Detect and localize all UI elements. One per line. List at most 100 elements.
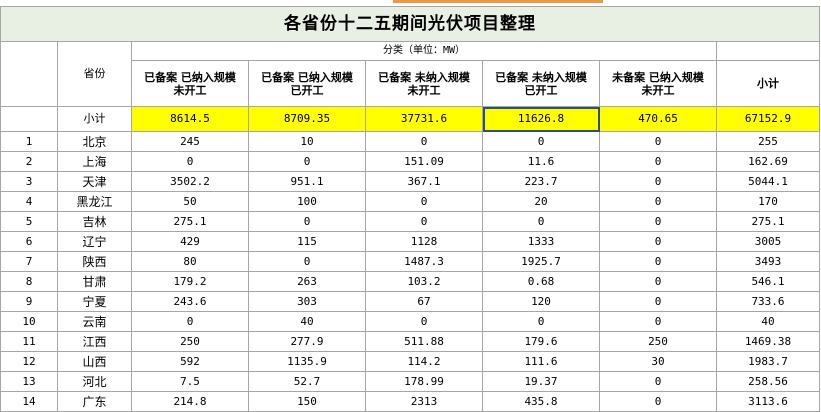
row-value[interactable]: 10 <box>248 131 366 152</box>
header-total[interactable]: 小计 <box>716 60 820 107</box>
header-category-1[interactable]: 已备案 已纳入规模 未开工 <box>131 60 249 107</box>
row-value[interactable]: 0 <box>599 151 717 172</box>
row-province[interactable]: 山西 <box>57 351 132 372</box>
row-value[interactable]: 103.2 <box>365 271 483 292</box>
selected-cell[interactable]: 11626.8 <box>482 106 600 132</box>
row-value[interactable]: 0 <box>131 311 249 332</box>
row-index[interactable]: 4 <box>0 191 58 212</box>
row-value[interactable]: 250 <box>131 331 249 352</box>
subtotal-value[interactable]: 8709.35 <box>248 106 366 132</box>
row-value[interactable]: 7.5 <box>131 371 249 392</box>
row-province[interactable]: 北京 <box>57 131 132 152</box>
row-province[interactable]: 云南 <box>57 311 132 332</box>
row-index[interactable]: 1 <box>0 131 58 152</box>
row-value[interactable]: 0 <box>248 211 366 232</box>
row-province[interactable]: 广东 <box>57 391 132 412</box>
row-total[interactable]: 3113.6 <box>716 391 820 412</box>
row-value[interactable]: 951.1 <box>248 171 366 192</box>
row-index[interactable]: 9 <box>0 291 58 312</box>
subtotal-value[interactable]: 8614.5 <box>131 106 249 132</box>
row-value[interactable]: 429 <box>131 231 249 252</box>
header-index-cell[interactable] <box>0 41 58 107</box>
row-value[interactable]: 3502.2 <box>131 171 249 192</box>
row-value[interactable]: 30 <box>599 351 717 372</box>
row-value[interactable]: 178.99 <box>365 371 483 392</box>
row-province[interactable]: 河北 <box>57 371 132 392</box>
row-value[interactable]: 179.6 <box>482 331 600 352</box>
row-value[interactable]: 0 <box>482 131 600 152</box>
header-province[interactable]: 省份 <box>57 41 132 107</box>
row-value[interactable]: 2313 <box>365 391 483 412</box>
row-value[interactable]: 0 <box>599 171 717 192</box>
row-total[interactable]: 162.69 <box>716 151 820 172</box>
row-value[interactable]: 0 <box>365 211 483 232</box>
row-index[interactable]: 6 <box>0 231 58 252</box>
row-value[interactable]: 0 <box>599 131 717 152</box>
header-category-group[interactable]: 分类（单位：MW） <box>131 41 717 61</box>
row-index[interactable]: 8 <box>0 271 58 292</box>
row-value[interactable]: 111.6 <box>482 351 600 372</box>
row-total[interactable]: 170 <box>716 191 820 212</box>
row-total[interactable]: 1469.38 <box>716 331 820 352</box>
row-value[interactable]: 245 <box>131 131 249 152</box>
row-total[interactable]: 733.6 <box>716 291 820 312</box>
row-total[interactable]: 546.1 <box>716 271 820 292</box>
row-province[interactable]: 上海 <box>57 151 132 172</box>
row-province[interactable]: 天津 <box>57 171 132 192</box>
row-province[interactable]: 江西 <box>57 331 132 352</box>
row-value[interactable]: 0 <box>599 371 717 392</box>
header-category-3[interactable]: 已备案 未纳入规模 未开工 <box>365 60 483 107</box>
row-value[interactable]: 0 <box>365 131 483 152</box>
subtotal-value[interactable]: 37731.6 <box>365 106 483 132</box>
row-value[interactable]: 1333 <box>482 231 600 252</box>
row-value[interactable]: 114.2 <box>365 351 483 372</box>
row-province[interactable]: 吉林 <box>57 211 132 232</box>
row-total[interactable]: 5044.1 <box>716 171 820 192</box>
row-value[interactable]: 115 <box>248 231 366 252</box>
row-value[interactable]: 243.6 <box>131 291 249 312</box>
row-value[interactable]: 277.9 <box>248 331 366 352</box>
row-value[interactable]: 511.88 <box>365 331 483 352</box>
row-value[interactable]: 0 <box>248 251 366 272</box>
row-value[interactable]: 263 <box>248 271 366 292</box>
row-total[interactable]: 3005 <box>716 231 820 252</box>
row-value[interactable]: 0 <box>482 311 600 332</box>
row-province[interactable]: 宁夏 <box>57 291 132 312</box>
row-total[interactable]: 255 <box>716 131 820 152</box>
row-value[interactable]: 0.68 <box>482 271 600 292</box>
row-province[interactable]: 辽宁 <box>57 231 132 252</box>
row-index[interactable]: 5 <box>0 211 58 232</box>
row-province[interactable]: 黑龙江 <box>57 191 132 212</box>
row-value[interactable]: 20 <box>482 191 600 212</box>
header-category-2[interactable]: 已备案 已纳入规模 已开工 <box>248 60 366 107</box>
row-value[interactable]: 1135.9 <box>248 351 366 372</box>
subtotal-index-cell[interactable] <box>0 106 58 132</box>
row-value[interactable]: 150 <box>248 391 366 412</box>
row-value[interactable]: 179.2 <box>131 271 249 292</box>
row-value[interactable]: 0 <box>599 191 717 212</box>
row-value[interactable]: 0 <box>482 211 600 232</box>
row-total[interactable]: 275.1 <box>716 211 820 232</box>
row-value[interactable]: 40 <box>248 311 366 332</box>
row-value[interactable]: 1128 <box>365 231 483 252</box>
row-total[interactable]: 258.56 <box>716 371 820 392</box>
row-index[interactable]: 13 <box>0 371 58 392</box>
row-value[interactable]: 214.8 <box>131 391 249 412</box>
row-index[interactable]: 3 <box>0 171 58 192</box>
row-value[interactable]: 52.7 <box>248 371 366 392</box>
row-value[interactable]: 80 <box>131 251 249 272</box>
row-value[interactable]: 0 <box>599 391 717 412</box>
row-total[interactable]: 1983.7 <box>716 351 820 372</box>
row-value[interactable]: 303 <box>248 291 366 312</box>
row-value[interactable]: 0 <box>599 311 717 332</box>
row-index[interactable]: 11 <box>0 331 58 352</box>
row-value[interactable]: 151.09 <box>365 151 483 172</box>
row-index[interactable]: 10 <box>0 311 58 332</box>
row-index[interactable]: 7 <box>0 251 58 272</box>
row-value[interactable]: 223.7 <box>482 171 600 192</box>
row-value[interactable]: 435.8 <box>482 391 600 412</box>
row-province[interactable]: 陕西 <box>57 251 132 272</box>
row-total[interactable]: 40 <box>716 311 820 332</box>
row-index[interactable]: 14 <box>0 391 58 412</box>
row-value[interactable]: 67 <box>365 291 483 312</box>
